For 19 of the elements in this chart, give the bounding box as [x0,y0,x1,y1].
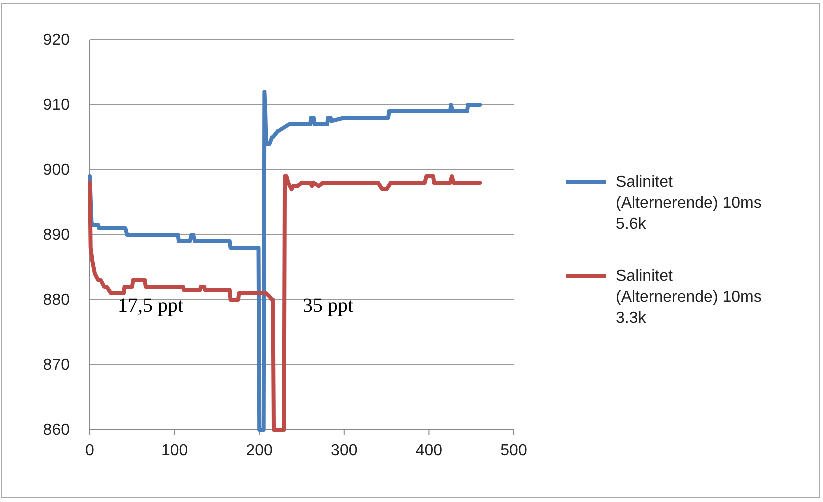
legend-label: Salinitet (Alternerende) 10ms 5.6k [616,174,762,233]
y-tick-label: 890 [43,227,70,244]
annotation: 35 ppt [303,295,354,317]
line-series [88,174,482,432]
x-tick-label: 400 [416,442,443,460]
annotation: 17,5 ppt [118,295,184,317]
y-tick-label: 920 [43,32,70,50]
x-tick-label: 500 [500,442,528,460]
y-tick-label: 900 [43,162,70,180]
y-tick-label: 860 [43,422,70,440]
x-tick-label: 200 [246,442,274,460]
y-tick-label: 910 [43,97,70,114]
x-tick-label: 300 [331,442,358,460]
line-series [88,90,482,432]
y-tick-label: 870 [43,357,70,374]
y-tick-label: 880 [43,292,70,310]
x-tick-label: 100 [161,442,188,460]
x-tick-label: 0 [86,442,95,460]
legend-label: Salinitet (Alternerende) 10ms 3.3k [616,268,762,327]
